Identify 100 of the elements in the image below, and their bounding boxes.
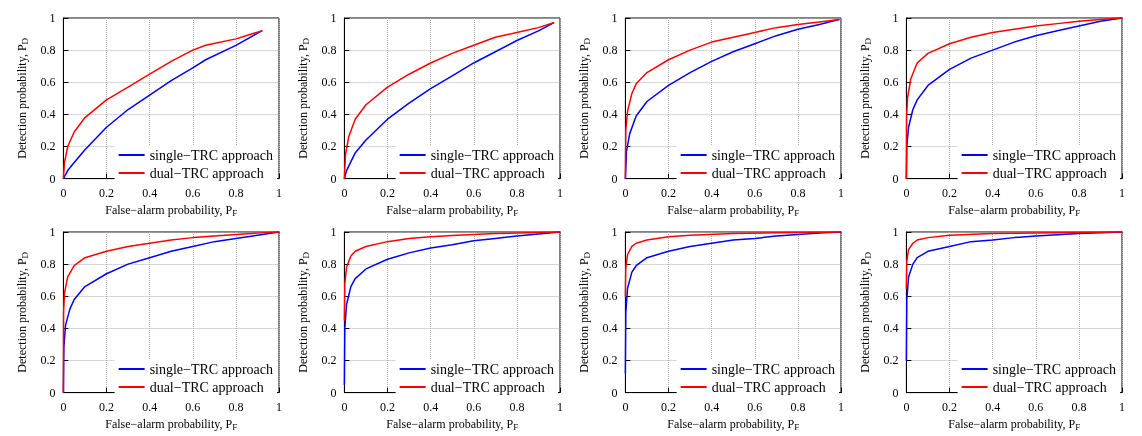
- y-tick-label: 0.2: [883, 353, 899, 368]
- y-tick-label: 0.6: [40, 289, 56, 304]
- y-tick-label: 0.8: [602, 43, 618, 58]
- x-tick-label: 0.2: [942, 185, 958, 200]
- y-tick-label: 0.8: [883, 257, 899, 272]
- x-tick-label: 0: [903, 185, 910, 200]
- y-tick-label: 0.4: [321, 107, 337, 122]
- y-tick-label: 0.6: [883, 289, 899, 304]
- legend-label: dual−TRC approach: [149, 379, 264, 395]
- x-tick-label: 1: [276, 399, 282, 414]
- legend-label: dual−TRC approach: [992, 165, 1107, 181]
- y-tick-label: 0.4: [40, 107, 56, 122]
- y-axis-title: Detection probability, PD: [858, 251, 873, 373]
- x-tick-label: 0.4: [985, 399, 1001, 414]
- x-tick-label: 0: [60, 185, 67, 200]
- y-tick-label: 1: [330, 11, 337, 25]
- x-tick-label: 0.4: [704, 185, 720, 200]
- y-tick-label: 0.8: [602, 257, 618, 272]
- y-tick-label: 1: [611, 225, 618, 239]
- y-axis-title: Detection probability, PD: [577, 251, 592, 373]
- x-tick-label: 0.4: [423, 185, 439, 200]
- x-tick-label: 1: [276, 185, 282, 200]
- x-tick-label: 0.6: [747, 399, 763, 414]
- x-tick-label: 0.4: [142, 399, 158, 414]
- y-tick-label: 0.6: [321, 75, 337, 90]
- y-axis-title: Detection probability, PD: [296, 251, 311, 373]
- y-tick-label: 1: [892, 11, 899, 25]
- line-series: [343, 22, 555, 180]
- y-tick-label: 0.6: [40, 75, 56, 90]
- x-tick-label: 0.8: [228, 185, 244, 200]
- x-tick-label: 0: [341, 399, 348, 414]
- y-tick-label: 0: [892, 385, 899, 400]
- y-tick-label: 0.8: [321, 43, 337, 58]
- x-tick-label: 0.6: [466, 399, 482, 414]
- y-tick-label: 0.2: [40, 353, 56, 368]
- y-tick-label: 0.8: [40, 257, 56, 272]
- legend-label: single−TRC approach: [430, 147, 555, 163]
- x-tick-label: 0.4: [985, 185, 1001, 200]
- y-tick-label: 0.8: [40, 43, 56, 58]
- y-tick-label: 0.4: [602, 321, 618, 336]
- x-tick-label: 0.6: [1028, 399, 1044, 414]
- x-tick-label: 0.8: [228, 399, 244, 414]
- x-tick-label: 0: [622, 399, 629, 414]
- x-tick-label: 0.6: [185, 399, 201, 414]
- y-tick-label: 0.4: [883, 107, 899, 122]
- y-tick-label: 0: [892, 171, 899, 186]
- x-tick-label: 0: [60, 399, 67, 414]
- line-series: [905, 17, 1123, 180]
- legend-label: single−TRC approach: [711, 147, 836, 163]
- y-tick-label: 0.6: [321, 289, 337, 304]
- x-tick-label: 0.2: [661, 399, 677, 414]
- x-tick-label: 0.2: [942, 399, 958, 414]
- legend-label: single−TRC approach: [149, 361, 274, 377]
- legend-label: dual−TRC approach: [430, 165, 545, 181]
- x-tick-label: 0.2: [380, 185, 396, 200]
- y-axis-title: Detection probability, PD: [858, 37, 873, 159]
- x-tick-label: 0.4: [704, 399, 720, 414]
- y-tick-label: 0.2: [602, 353, 618, 368]
- x-tick-label: 0.2: [661, 185, 677, 200]
- y-tick-label: 1: [49, 225, 56, 239]
- y-tick-label: 0.4: [40, 321, 56, 336]
- legend-label: single−TRC approach: [149, 147, 274, 163]
- x-tick-label: 0: [622, 185, 629, 200]
- y-axis-title: Detection probability, PD: [15, 37, 30, 159]
- y-tick-label: 0.4: [602, 107, 618, 122]
- y-tick-label: 0.2: [602, 139, 618, 154]
- line-series: [624, 18, 840, 180]
- y-tick-label: 0: [49, 385, 56, 400]
- y-tick-label: 0.4: [883, 321, 899, 336]
- y-tick-label: 1: [892, 225, 899, 239]
- x-tick-label: 0.8: [1071, 399, 1087, 414]
- x-tick-label: 0.6: [466, 185, 482, 200]
- y-tick-label: 0.2: [883, 139, 899, 154]
- x-tick-label: 0.8: [509, 185, 525, 200]
- x-tick-label: 0.4: [423, 399, 439, 414]
- y-tick-label: 1: [611, 11, 618, 25]
- legend-label: single−TRC approach: [992, 147, 1117, 163]
- x-tick-label: 1: [1119, 185, 1125, 200]
- y-tick-label: 0.6: [602, 75, 618, 90]
- x-tick-label: 0.6: [747, 185, 763, 200]
- y-tick-label: 1: [49, 11, 56, 25]
- x-tick-label: 0.8: [790, 185, 806, 200]
- y-tick-label: 0: [611, 171, 618, 186]
- legend-label: dual−TRC approach: [149, 165, 264, 181]
- x-tick-label: 0.8: [1071, 185, 1087, 200]
- y-tick-label: 0.2: [321, 353, 337, 368]
- y-tick-label: 0.2: [321, 139, 337, 154]
- y-tick-label: 0.6: [602, 289, 618, 304]
- legend-label: dual−TRC approach: [992, 379, 1107, 395]
- legend-label: dual−TRC approach: [711, 379, 826, 395]
- x-tick-label: 1: [1119, 399, 1125, 414]
- y-tick-label: 1: [330, 225, 337, 239]
- x-tick-label: 0.4: [142, 185, 158, 200]
- legend-label: dual−TRC approach: [430, 379, 545, 395]
- legend-label: single−TRC approach: [992, 361, 1117, 377]
- x-tick-label: 1: [838, 399, 844, 414]
- y-axis-title: Detection probability, PD: [296, 37, 311, 159]
- legend-label: single−TRC approach: [711, 361, 836, 377]
- x-tick-label: 1: [838, 185, 844, 200]
- x-tick-label: 0.8: [509, 399, 525, 414]
